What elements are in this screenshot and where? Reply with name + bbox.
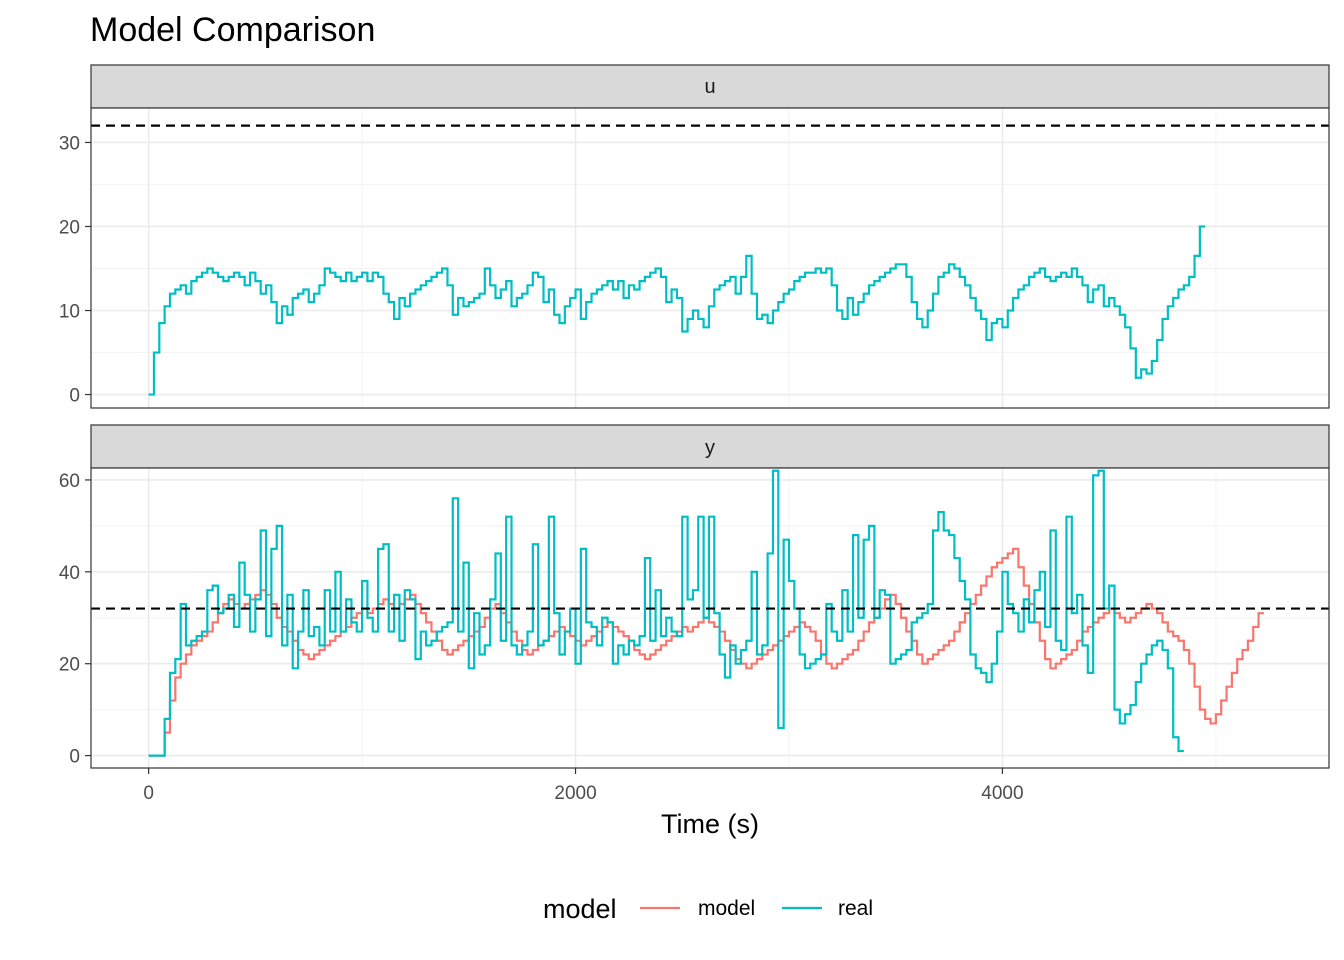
y-axis-u: 0 10 20 30: [59, 133, 91, 407]
facet-panel-u: u 0 10 20 30: [59, 64, 1330, 409]
x-axis: 0 2000 4000: [143, 768, 1024, 804]
legend-title: model: [543, 894, 617, 924]
x-tick-label-0: 0: [143, 783, 154, 804]
series-line-real-u: [148, 225, 1206, 396]
plot-border-u: [90, 107, 1330, 409]
facet-strip-u: [90, 64, 1330, 109]
x-tick-label-1: 2000: [554, 783, 596, 804]
y-tick-label-y-2: 40: [59, 563, 80, 584]
series-layer-y: [91, 469, 1329, 757]
legend-label-real: real: [838, 897, 873, 920]
y-tick-label-y-3: 60: [59, 471, 80, 492]
facet-strip-label-y: y: [705, 437, 715, 459]
legend-label-model: model: [698, 897, 755, 920]
facet-strip-label-u: u: [704, 76, 715, 98]
x-tick-label-2: 4000: [981, 783, 1023, 804]
gridlines-u: [91, 108, 1329, 408]
legend: model model real: [543, 894, 873, 924]
plot-area-u: [91, 108, 1329, 408]
y-tick-label-y-1: 20: [59, 655, 80, 676]
series-line-real-y: [148, 469, 1184, 757]
plot-border-y: [90, 467, 1330, 769]
y-tick-label-u-3: 30: [59, 133, 80, 154]
y-tick-label-y-0: 0: [69, 747, 80, 768]
chart-title: Model Comparison: [90, 11, 375, 49]
y-tick-label-u-1: 10: [59, 302, 80, 323]
y-tick-label-u-0: 0: [69, 386, 80, 407]
facet-panel-y: y 0 20 40 60: [59, 424, 1330, 769]
series-line-model-y: [148, 547, 1264, 757]
y-tick-label-u-2: 20: [59, 217, 80, 238]
x-axis-title: Time (s): [661, 809, 759, 839]
series-layer-u: [91, 124, 1329, 396]
y-axis-y: 0 20 40 60: [59, 471, 91, 768]
